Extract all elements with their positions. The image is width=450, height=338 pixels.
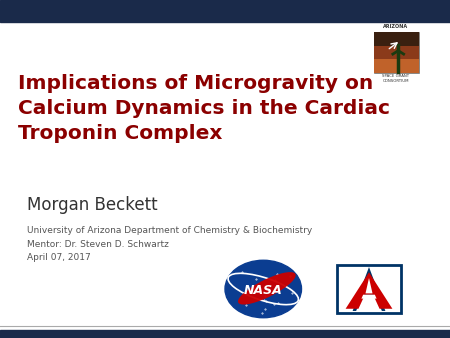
Polygon shape (340, 267, 398, 311)
Ellipse shape (238, 272, 296, 305)
Text: Implications of Microgravity on
Calcium Dynamics in the Cardiac
Troponin Complex: Implications of Microgravity on Calcium … (18, 74, 390, 143)
Bar (337, 265, 401, 313)
Text: ARIZONA: ARIZONA (383, 24, 409, 29)
Bar (374, 32, 419, 46)
Bar (0, 0, 450, 22)
Polygon shape (365, 278, 373, 293)
Text: Morgan Beckett: Morgan Beckett (27, 196, 158, 214)
Bar (0, 330, 450, 338)
Circle shape (225, 260, 302, 318)
Polygon shape (346, 272, 392, 309)
Bar (374, 32, 419, 73)
Bar (374, 46, 419, 59)
Text: University of Arizona Department of Chemistry & Biochemistry
Mentor: Dr. Steven : University of Arizona Department of Chem… (27, 226, 312, 262)
Text: SPACE GRANT
CONSORTIUM: SPACE GRANT CONSORTIUM (382, 74, 410, 83)
Bar (374, 59, 419, 73)
Text: NASA: NASA (244, 284, 283, 297)
Polygon shape (361, 295, 377, 299)
